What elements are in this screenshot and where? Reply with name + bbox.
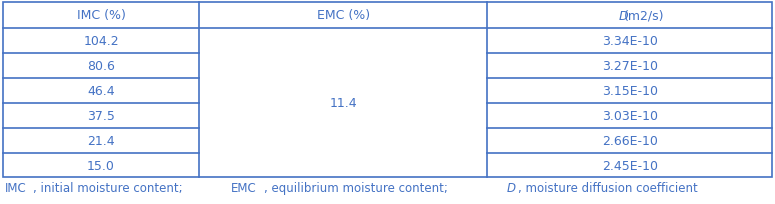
Text: 15.0: 15.0 [87,159,115,172]
Text: EMC (%): EMC (%) [317,9,370,22]
Text: , initial moisture content;: , initial moisture content; [33,181,187,194]
Text: 80.6: 80.6 [87,60,115,73]
Text: 46.4: 46.4 [88,85,115,98]
Text: 3.27E-10: 3.27E-10 [601,60,658,73]
Text: 2.66E-10: 2.66E-10 [602,134,658,147]
Text: 3.03E-10: 3.03E-10 [601,110,658,122]
Text: , equilibrium moisture content;: , equilibrium moisture content; [264,181,452,194]
Text: IMC (%): IMC (%) [77,9,126,22]
Text: 37.5: 37.5 [87,110,115,122]
Text: D: D [619,9,629,22]
Text: 11.4: 11.4 [329,97,357,110]
Text: (m2/s): (m2/s) [623,9,664,22]
Text: IMC: IMC [5,181,27,194]
Text: 3.34E-10: 3.34E-10 [602,35,658,48]
Text: EMC: EMC [231,181,257,194]
Bar [3,3,772,177]
Text: 104.2: 104.2 [83,35,119,48]
Text: , moisture diffusion coefficient: , moisture diffusion coefficient [518,181,698,194]
Text: 3.15E-10: 3.15E-10 [601,85,658,98]
Text: 2.45E-10: 2.45E-10 [601,159,658,172]
Text: D: D [506,181,515,194]
Text: 21.4: 21.4 [88,134,115,147]
